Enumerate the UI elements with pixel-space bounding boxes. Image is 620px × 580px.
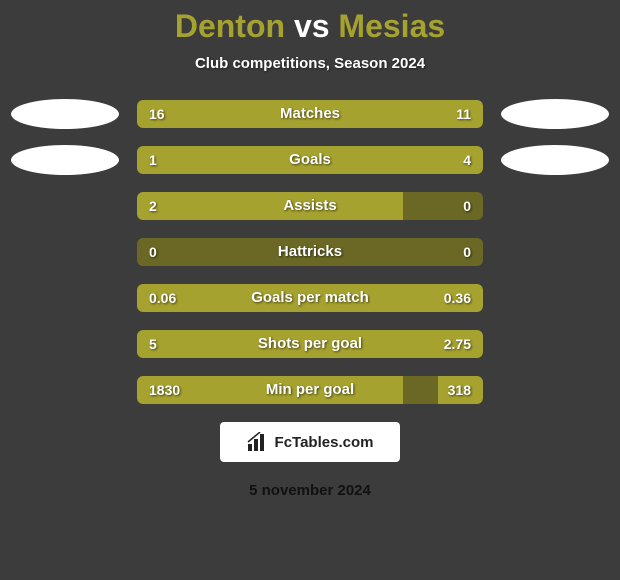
comparison-card: Denton vs Mesias Club competitions, Seas… — [0, 0, 620, 580]
club-badge-left — [11, 99, 119, 129]
stat-label: Matches — [137, 100, 483, 128]
stat-bar-track: 1611Matches — [137, 100, 483, 128]
chart-icon — [247, 432, 269, 452]
stat-bar-track: 14Goals — [137, 146, 483, 174]
stat-row: 52.75Shots per goal — [0, 330, 620, 358]
footer-brand[interactable]: FcTables.com — [220, 422, 400, 462]
title-player-right: Mesias — [338, 8, 445, 44]
stat-bar-track: 1830318Min per goal — [137, 376, 483, 404]
stat-label: Goals per match — [137, 284, 483, 312]
club-badge-right — [501, 99, 609, 129]
stat-bar-track: 52.75Shots per goal — [137, 330, 483, 358]
stat-row: 0.060.36Goals per match — [0, 284, 620, 312]
stat-label: Shots per goal — [137, 330, 483, 358]
title-vs: vs — [294, 8, 330, 44]
stat-bar-track: 20Assists — [137, 192, 483, 220]
stat-row: 00Hattricks — [0, 238, 620, 266]
stat-row: 1611Matches — [0, 100, 620, 128]
title-player-left: Denton — [175, 8, 285, 44]
stat-rows-container: 1611Matches 14Goals 20Assists 00Hattricks 0.… — [0, 100, 620, 404]
stat-label: Min per goal — [137, 376, 483, 404]
club-badge-left — [11, 145, 119, 175]
subtitle: Club competitions, Season 2024 — [0, 55, 620, 72]
stat-bar-track: 0.060.36Goals per match — [137, 284, 483, 312]
stat-label: Hattricks — [137, 238, 483, 266]
page-title: Denton vs Mesias — [0, 8, 620, 45]
footer-brand-text: FcTables.com — [275, 434, 374, 451]
stat-bar-track: 00Hattricks — [137, 238, 483, 266]
stat-row: 1830318Min per goal — [0, 376, 620, 404]
footer-date: 5 november 2024 — [0, 482, 620, 499]
stat-row: 14Goals — [0, 146, 620, 174]
stat-label: Goals — [137, 146, 483, 174]
club-badge-right — [501, 145, 609, 175]
stat-label: Assists — [137, 192, 483, 220]
stat-row: 20Assists — [0, 192, 620, 220]
